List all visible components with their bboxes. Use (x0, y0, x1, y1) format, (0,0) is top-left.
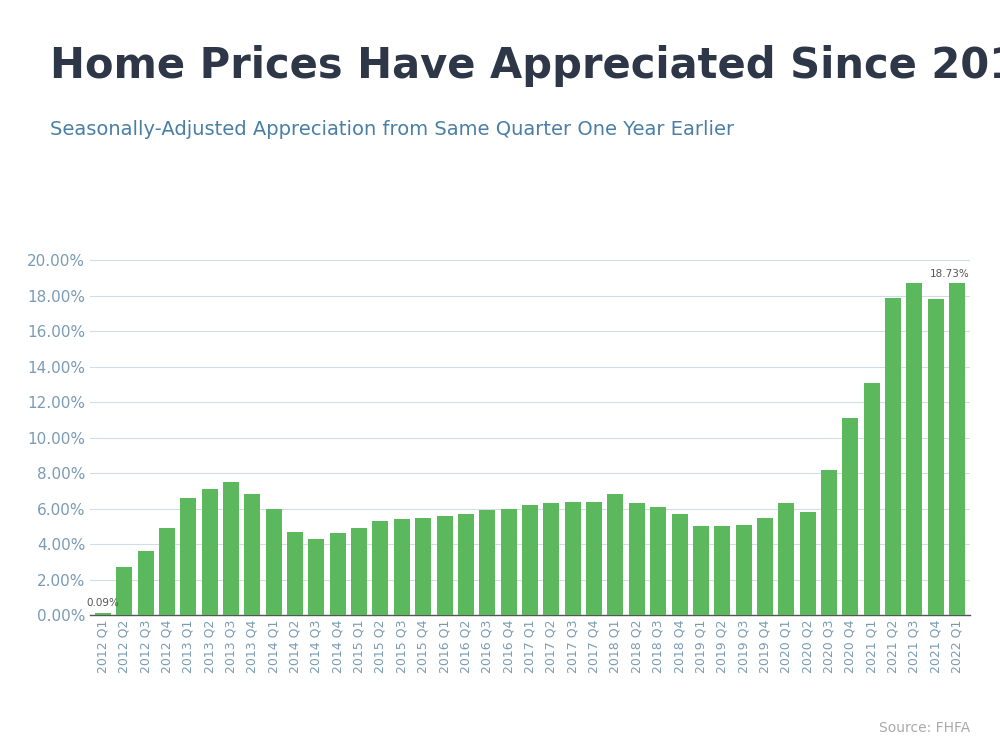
Bar (95, 614, 111, 615)
Bar (885, 298, 901, 615)
Bar (330, 533, 346, 615)
Text: Home Prices Have Appreciated Since 2012: Home Prices Have Appreciated Since 2012 (50, 45, 1000, 87)
Bar (116, 567, 132, 615)
Bar (906, 284, 922, 615)
Text: Source: FHFA: Source: FHFA (879, 721, 970, 735)
Bar (415, 518, 431, 615)
Bar (650, 507, 666, 615)
Bar (864, 382, 880, 615)
Bar (159, 528, 175, 615)
Bar (138, 551, 154, 615)
Text: 18.73%: 18.73% (930, 269, 970, 280)
Bar (800, 512, 816, 615)
Bar (949, 283, 965, 615)
Bar (543, 503, 559, 615)
Bar (308, 538, 324, 615)
Bar (202, 489, 218, 615)
Bar (607, 494, 623, 615)
Bar (501, 509, 517, 615)
Bar (565, 502, 581, 615)
Bar (714, 526, 730, 615)
Bar (351, 528, 367, 615)
Bar (479, 511, 495, 615)
Bar (437, 516, 453, 615)
Bar (629, 503, 645, 615)
Bar (372, 521, 388, 615)
Bar (586, 502, 602, 615)
Bar (757, 518, 773, 615)
Bar (693, 526, 709, 615)
Bar (287, 532, 303, 615)
Bar (223, 482, 239, 615)
Bar (928, 299, 944, 615)
Bar (522, 505, 538, 615)
Bar (180, 498, 196, 615)
Bar (244, 494, 260, 615)
Bar (394, 519, 410, 615)
Bar (842, 419, 858, 615)
Text: Seasonally-Adjusted Appreciation from Same Quarter One Year Earlier: Seasonally-Adjusted Appreciation from Sa… (50, 120, 734, 139)
Bar (458, 514, 474, 615)
Bar (821, 470, 837, 615)
Bar (736, 524, 752, 615)
Bar (672, 514, 688, 615)
Bar (778, 503, 794, 615)
Bar (266, 509, 282, 615)
Text: 0.09%: 0.09% (86, 598, 119, 608)
